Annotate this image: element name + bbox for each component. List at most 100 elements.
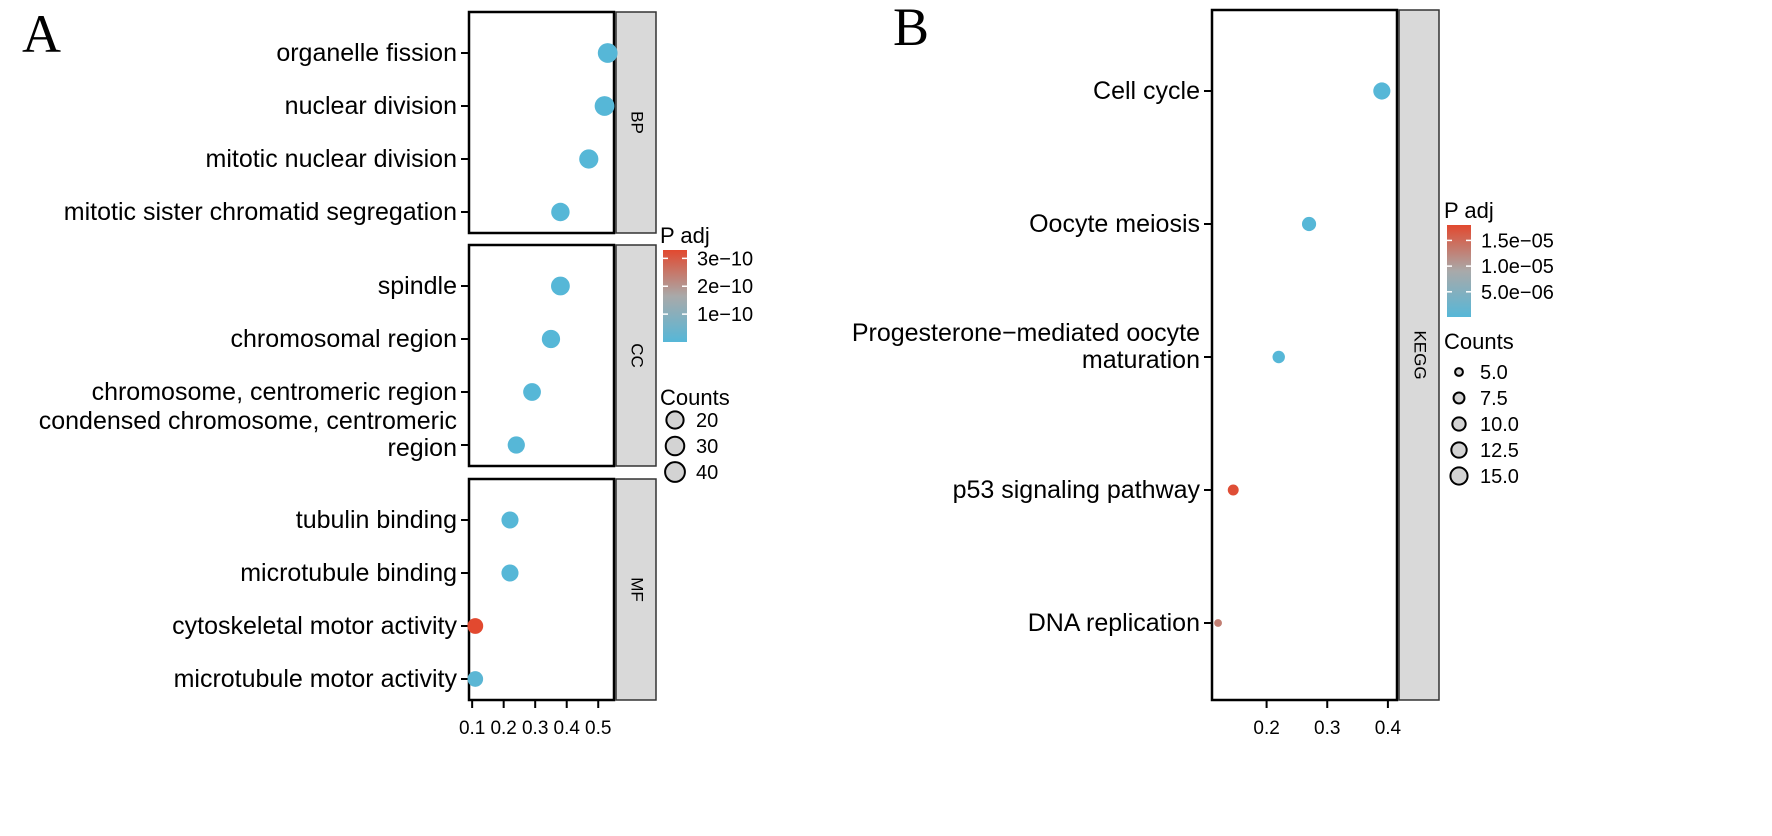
term-label-line2: region: [388, 434, 458, 462]
data-point: [507, 436, 525, 454]
size-legend-label: 30: [696, 436, 718, 458]
data-point: [1301, 216, 1317, 232]
x-axis: 0.1 0.2 0.3 0.4 0.5: [459, 700, 611, 739]
facet-strip-label: KEGG: [1411, 330, 1430, 379]
term-label: nuclear division: [285, 92, 457, 120]
size-legend-key: [1454, 367, 1464, 377]
color-bar: [1447, 225, 1471, 317]
facet-strip: [615, 244, 657, 467]
facet-panel-border: [1210, 8, 1399, 702]
size-legend-title: Counts: [660, 385, 730, 410]
facet-strip: [615, 478, 657, 701]
data-point: [551, 202, 570, 222]
size-legend-key: [1452, 391, 1466, 405]
facet-panel-border: [467, 477, 616, 702]
facet-panel-border: [467, 243, 616, 468]
color-bar-tick-label: 5.0e−06: [1481, 282, 1554, 304]
data-point: [1272, 350, 1285, 364]
term-row: mitotic sister chromatid segregation: [64, 198, 570, 226]
size-legend-label: 40: [696, 462, 718, 484]
panel-b: B KEGG Cell cycle Oocyte meiosis Progesteron…: [852, 0, 1554, 739]
term-row: DNA replication: [1028, 609, 1222, 637]
size-legend-title: Counts: [1444, 329, 1514, 354]
x-tick-label: 0.5: [585, 718, 611, 739]
term-label: cytoskeletal motor activity: [172, 612, 457, 640]
term-row: organelle fission: [276, 39, 618, 67]
term-row: tubulin binding: [296, 506, 519, 534]
size-legend-label: 7.5: [1480, 388, 1508, 410]
term-row: chromosome, centromeric region: [92, 378, 541, 406]
x-tick-label: 0.4: [1375, 718, 1402, 739]
data-point: [594, 96, 615, 116]
facet-strip-label: CC: [628, 343, 647, 368]
color-bar-tick-label: 1e−10: [697, 304, 753, 326]
term-row: microtubule binding: [240, 559, 519, 587]
term-row: Cell cycle: [1093, 77, 1391, 105]
size-legend: Counts 5.0 7.5 10.0 12.5 15.0: [1444, 329, 1519, 488]
facet-strip: [615, 11, 657, 234]
data-point: [467, 671, 484, 687]
term-label: DNA replication: [1028, 609, 1200, 637]
data-point: [501, 511, 519, 529]
term-label: tubulin binding: [296, 506, 457, 534]
term-row: p53 signaling pathway: [953, 476, 1239, 504]
color-bar: [663, 250, 687, 342]
term-label: mitotic sister chromatid segregation: [64, 198, 457, 226]
facet-kegg: KEGG Cell cycle Oocyte meiosis Progesterone…: [852, 8, 1440, 702]
data-point: [541, 329, 561, 349]
facet-strip-label: MF: [628, 577, 647, 602]
facet-bp: BP organelle fission nuclear division mitot…: [64, 10, 657, 235]
term-label: microtubule binding: [240, 559, 457, 587]
data-point: [1227, 484, 1239, 496]
facet-strip: [1398, 9, 1440, 701]
term-label: Cell cycle: [1093, 77, 1200, 105]
x-tick-label: 0.2: [490, 718, 516, 739]
term-row: Oocyte meiosis: [1029, 210, 1317, 238]
size-legend-label: 12.5: [1480, 440, 1519, 462]
color-legend-title: P adj: [1444, 198, 1494, 223]
term-label: chromosomal region: [231, 325, 458, 353]
data-point: [551, 276, 570, 296]
term-label: microtubule motor activity: [174, 665, 458, 693]
facet-cc: CC spindle chromosomal region chromosome, c…: [39, 243, 657, 468]
data-point: [1214, 619, 1222, 627]
size-legend-key: [664, 461, 686, 483]
x-tick-label: 0.3: [1314, 718, 1340, 739]
size-legend-key: [1449, 466, 1469, 486]
panel-letter: A: [22, 4, 61, 64]
x-tick-label: 0.2: [1253, 718, 1279, 739]
term-label: chromosome, centromeric region: [92, 378, 457, 406]
term-row: nuclear division: [285, 92, 615, 120]
color-bar-tick-label: 2e−10: [697, 276, 753, 298]
data-point: [523, 383, 541, 401]
size-legend-label: 20: [696, 410, 718, 432]
size-legend-key: [664, 435, 686, 457]
term-row: cytoskeletal motor activity: [172, 612, 484, 640]
size-legend-label: 5.0: [1480, 362, 1508, 384]
color-bar-tick-label: 1.0e−05: [1481, 256, 1554, 278]
x-axis: 0.2 0.3 0.4: [1253, 700, 1402, 739]
data-point: [579, 149, 599, 169]
term-row: microtubule motor activity: [174, 665, 484, 693]
size-legend-key: [1450, 441, 1468, 459]
data-point: [467, 618, 484, 634]
x-tick-label: 0.4: [554, 718, 581, 739]
color-bar-tick-label: 1.5e−05: [1481, 230, 1554, 252]
term-label: p53 signaling pathway: [953, 476, 1201, 504]
x-tick-label: 0.3: [522, 718, 548, 739]
term-label: spindle: [378, 272, 457, 300]
term-label: organelle fission: [276, 39, 457, 67]
color-legend: P adj 1.5e−05 1.0e−05 5.0e−06: [1444, 198, 1554, 317]
size-legend-key: [665, 410, 685, 430]
data-point: [501, 564, 519, 582]
term-label: condensed chromosome, centromeric: [39, 407, 457, 435]
size-legend-label: 15.0: [1480, 466, 1519, 488]
term-label: Progesterone−mediated oocyte: [852, 319, 1200, 347]
size-legend-label: 10.0: [1480, 414, 1519, 436]
term-row: spindle: [378, 272, 570, 300]
term-label-line2: maturation: [1082, 346, 1200, 374]
